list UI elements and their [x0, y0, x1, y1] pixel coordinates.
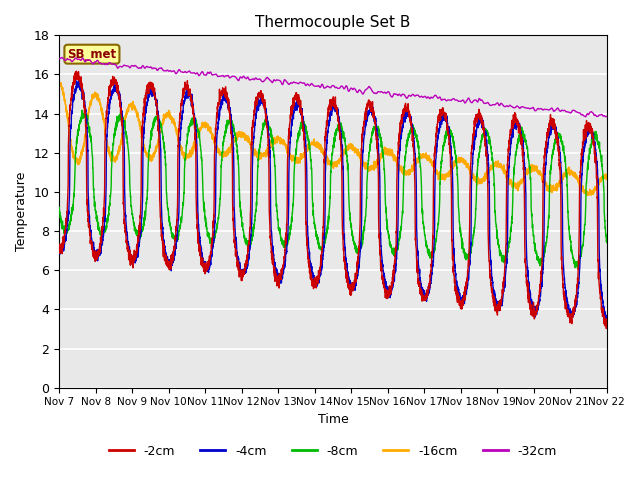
Y-axis label: Temperature: Temperature: [15, 172, 28, 251]
X-axis label: Time: Time: [317, 413, 348, 426]
Legend: -2cm, -4cm, -8cm, -16cm, -32cm: -2cm, -4cm, -8cm, -16cm, -32cm: [104, 440, 562, 463]
Title: Thermocouple Set B: Thermocouple Set B: [255, 15, 411, 30]
Text: SB_met: SB_met: [67, 48, 116, 60]
